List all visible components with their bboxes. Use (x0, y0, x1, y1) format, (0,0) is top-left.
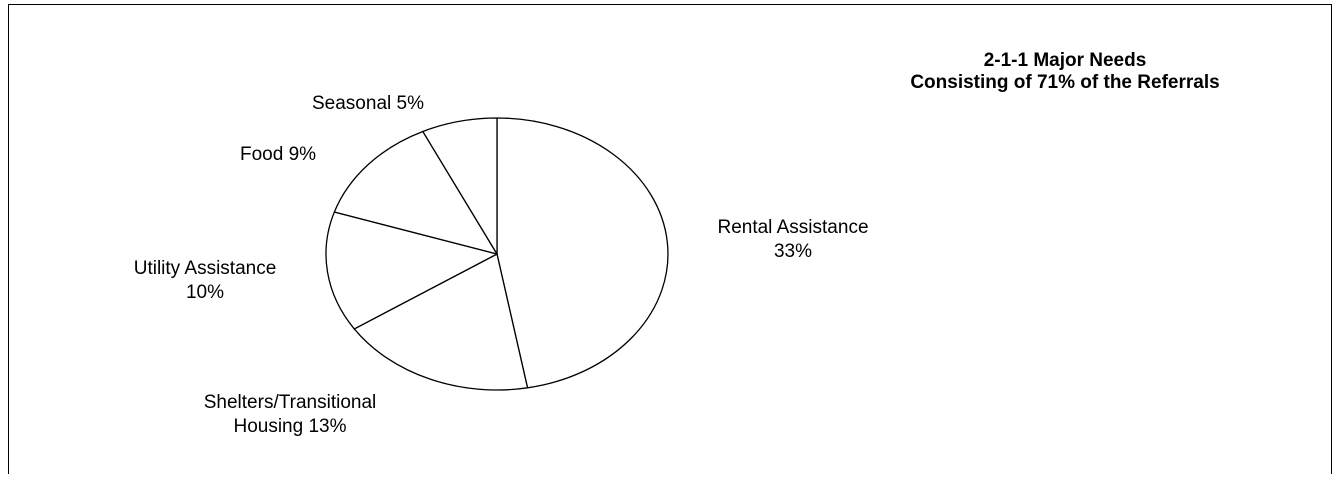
chart-title-line: Consisting of 71% of the Referrals (910, 72, 1219, 93)
slice-labels: Rental Assistance 33% Shelters/Transitiona… (134, 93, 869, 437)
slice-label-0: 33% (774, 241, 812, 262)
slice-label-1: Housing 13% (233, 416, 346, 437)
pie-slice-4 (422, 117, 498, 255)
chart-title-line: 2-1-1 Major Needs (984, 50, 1147, 71)
slice-label-2: 10% (186, 282, 224, 303)
pie-slices (325, 117, 669, 391)
slice-label-4: Seasonal 5% (312, 93, 424, 114)
pie-slice-3 (333, 130, 498, 255)
slice-label-2: Utility Assistance (134, 258, 277, 279)
slice-label-0: Rental Assistance (717, 217, 868, 238)
pie-slice-0 (496, 117, 669, 389)
slice-label-3: Food 9% (240, 144, 316, 165)
slice-label-1: Shelters/Transitional (204, 392, 376, 413)
chart-frame (8, 4, 1332, 474)
pie-slice-2 (325, 211, 498, 330)
pie-slice-1 (353, 253, 529, 391)
